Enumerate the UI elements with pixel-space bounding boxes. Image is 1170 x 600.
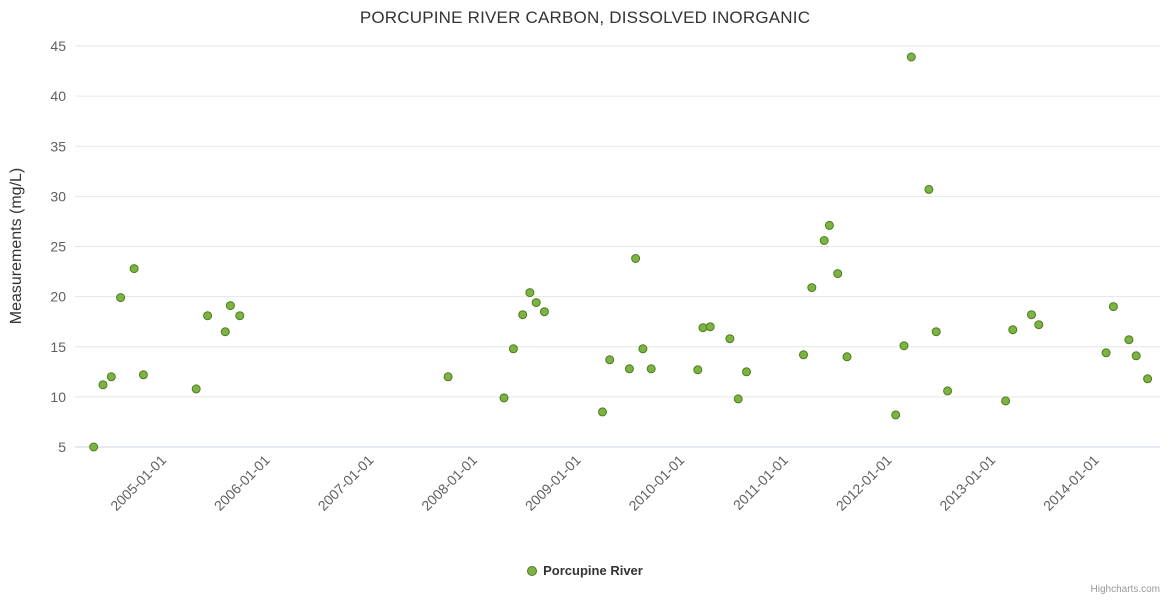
x-tick-label: 2005-01-01 (107, 452, 169, 514)
x-tick-label: 2012-01-01 (833, 452, 895, 514)
data-point[interactable] (1101, 348, 1111, 358)
data-point[interactable] (924, 184, 934, 194)
x-tick-label: 2006-01-01 (211, 452, 273, 514)
data-point[interactable] (725, 334, 735, 344)
y-tick-label: 5 (58, 439, 66, 455)
data-point[interactable] (819, 236, 829, 245)
data-point[interactable] (235, 311, 245, 321)
x-tick-label: 2010-01-01 (625, 452, 687, 514)
y-tick-label: 20 (50, 289, 66, 305)
data-point[interactable] (508, 344, 518, 354)
y-tick-label: 15 (50, 339, 66, 355)
legend-label: Porcupine River (543, 563, 643, 578)
data-point[interactable] (646, 364, 656, 374)
y-tick-label: 10 (50, 389, 66, 405)
data-point[interactable] (138, 370, 148, 380)
data-point[interactable] (191, 384, 201, 394)
data-point[interactable] (742, 367, 751, 377)
data-point[interactable] (1027, 310, 1036, 320)
data-point[interactable] (638, 344, 648, 354)
data-point[interactable] (807, 283, 817, 293)
data-point[interactable] (89, 442, 99, 452)
data-point[interactable] (799, 350, 808, 360)
data-point[interactable] (225, 301, 235, 311)
y-tick-label: 25 (50, 239, 66, 255)
data-point[interactable] (116, 293, 126, 303)
legend-item[interactable]: Porcupine River (0, 563, 1170, 578)
y-tick-label: 30 (50, 188, 66, 204)
data-point[interactable] (1108, 302, 1118, 312)
data-point[interactable] (842, 352, 852, 362)
data-point[interactable] (1143, 374, 1153, 384)
y-tick-label: 35 (50, 138, 66, 154)
data-point[interactable] (598, 407, 607, 417)
data-point[interactable] (891, 410, 901, 420)
data-point[interactable] (624, 364, 634, 374)
data-point[interactable] (220, 327, 230, 337)
x-tick-label: 2013-01-01 (936, 452, 998, 514)
data-point[interactable] (129, 264, 139, 274)
data-point[interactable] (499, 393, 509, 403)
data-point[interactable] (1131, 351, 1141, 361)
x-tick-label: 2011-01-01 (730, 452, 791, 513)
data-point[interactable] (899, 341, 909, 351)
data-point[interactable] (824, 220, 834, 230)
data-point[interactable] (906, 52, 916, 62)
data-point[interactable] (98, 380, 108, 390)
chart-title: PORCUPINE RIVER CARBON, DISSOLVED INORGA… (359, 8, 811, 27)
data-point[interactable] (698, 323, 708, 333)
data-point[interactable] (1034, 320, 1044, 330)
credits-link[interactable]: Highcharts.com (1090, 584, 1160, 595)
x-tick-label: 2014-01-01 (1040, 452, 1102, 514)
data-point[interactable] (705, 322, 715, 332)
data-point[interactable] (833, 269, 843, 279)
y-tick-label: 45 (50, 38, 66, 54)
data-point[interactable] (605, 355, 615, 365)
x-tick-label: 2009-01-01 (522, 452, 584, 514)
data-point[interactable] (693, 365, 703, 375)
legend-marker-icon (527, 565, 538, 576)
data-point[interactable] (1124, 335, 1134, 345)
x-tick-label: 2008-01-01 (418, 452, 480, 514)
data-point[interactable] (106, 372, 116, 382)
data-point[interactable] (539, 307, 549, 317)
data-point[interactable] (1008, 325, 1018, 335)
data-point[interactable] (943, 386, 953, 396)
data-point[interactable] (931, 327, 941, 337)
y-tick-label: 40 (50, 88, 66, 104)
x-tick-label: 2007-01-01 (315, 452, 377, 514)
data-point[interactable] (518, 310, 528, 320)
data-point[interactable] (443, 372, 453, 382)
data-point[interactable] (1001, 396, 1011, 406)
data-point[interactable] (531, 298, 541, 308)
data-point[interactable] (525, 288, 535, 298)
data-point[interactable] (631, 254, 641, 263)
data-point[interactable] (203, 311, 213, 321)
data-point[interactable] (733, 394, 743, 404)
